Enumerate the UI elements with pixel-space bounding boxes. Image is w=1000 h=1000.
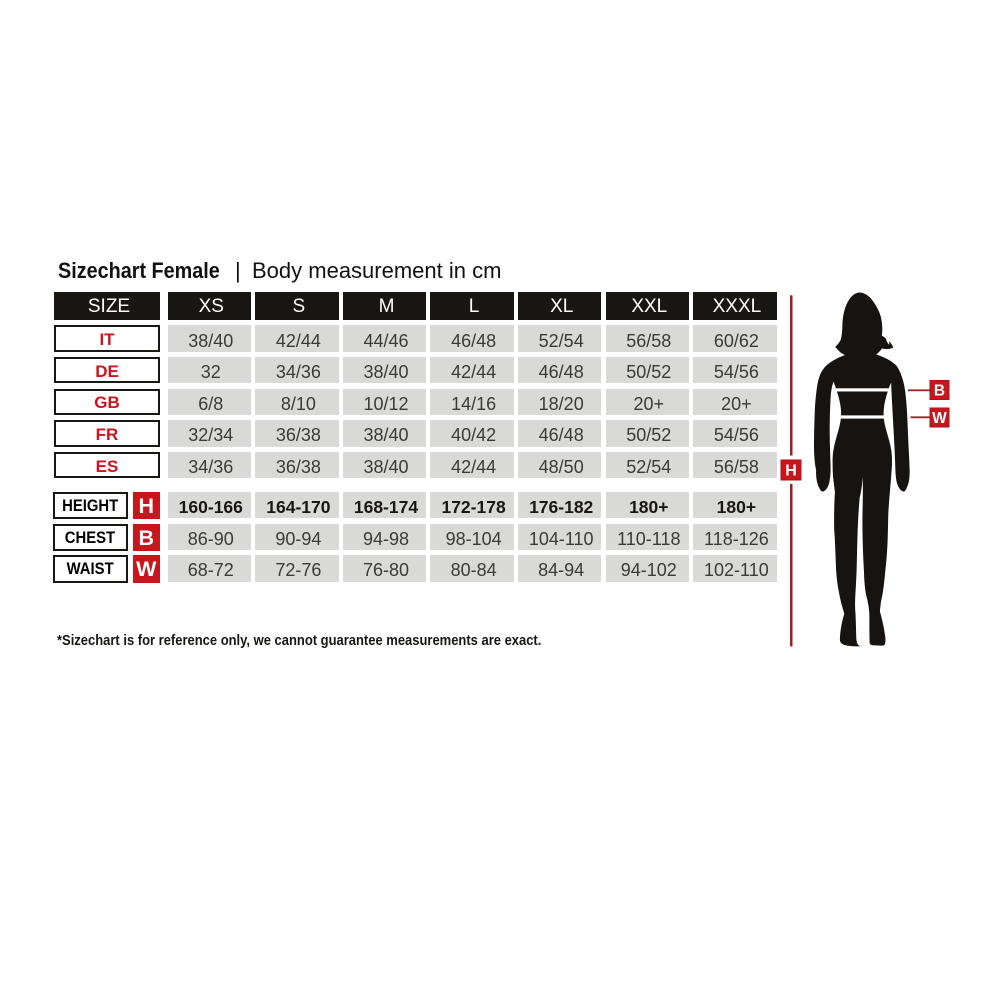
svg-text:B: B (934, 383, 945, 400)
svg-text:H: H (785, 463, 797, 480)
svg-text:W: W (932, 410, 947, 427)
